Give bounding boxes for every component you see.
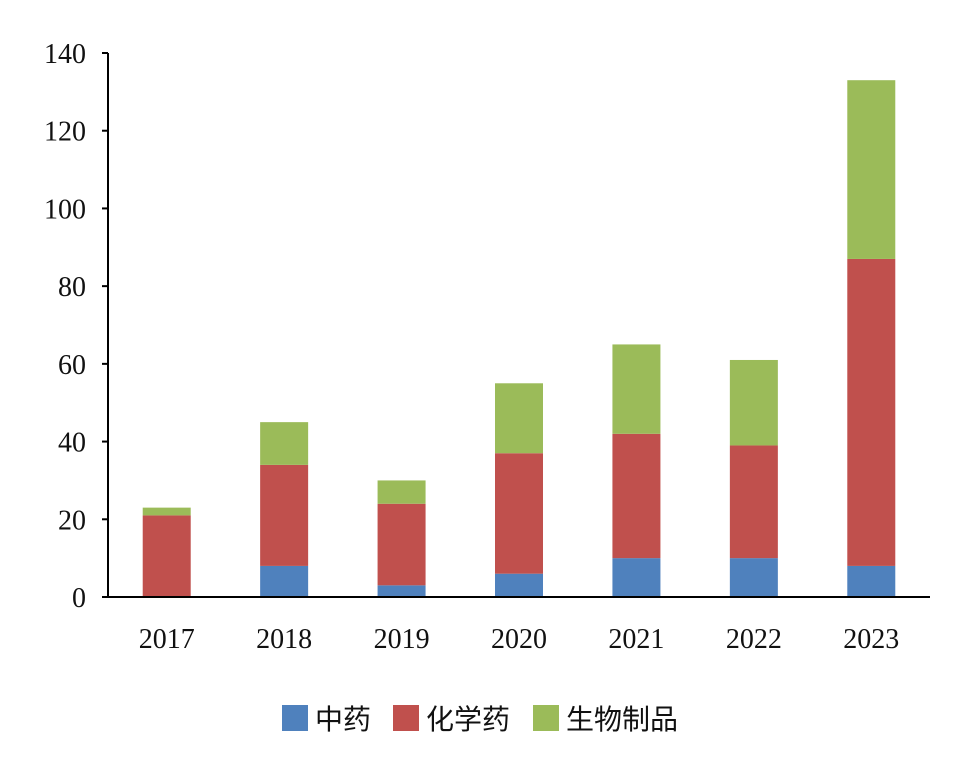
bar-segment-2019-s2 — [377, 480, 426, 504]
axes-group — [107, 53, 930, 598]
legend-label: 生物制品 — [566, 703, 678, 736]
legend-swatch — [393, 705, 419, 731]
bar-segment-2022-s2 — [729, 359, 778, 446]
bar-segment-2017-s1 — [142, 515, 191, 597]
y-tick-label: 0 — [72, 583, 86, 614]
bar-segment-2017-s2 — [142, 507, 191, 516]
x-tick-label: 2023 — [843, 624, 899, 655]
bar-segment-2021-s2 — [612, 344, 661, 434]
y-tick-label: 60 — [58, 350, 86, 381]
bar-segment-2020-s1 — [495, 453, 543, 574]
legend-swatch — [282, 705, 308, 731]
x-tick-label: 2020 — [491, 624, 547, 655]
bar-segment-2021-s0 — [612, 558, 661, 597]
y-tick-label: 80 — [58, 272, 86, 303]
bar-segment-2018-s2 — [260, 422, 309, 465]
bar-segment-2019-s0 — [377, 585, 426, 597]
legend-label: 化学药 — [426, 703, 510, 736]
bar-segment-2020-s2 — [495, 383, 543, 454]
bar-segment-2023-s2 — [847, 80, 896, 259]
bar-segment-2021-s1 — [612, 433, 661, 559]
x-tick-labels: 2017 2018 2019 2020 2021 2022 2023 — [139, 624, 900, 655]
bar-segment-2018-s1 — [260, 464, 309, 566]
bars-group — [142, 80, 896, 597]
y-tick-label: 100 — [44, 194, 86, 225]
y-tick-label: 20 — [58, 505, 86, 536]
bar-segment-2022-s1 — [729, 445, 778, 559]
x-tick-label: 2022 — [726, 624, 782, 655]
x-tick-label: 2017 — [139, 624, 195, 655]
bar-segment-2020-s0 — [495, 573, 543, 597]
x-tick-label: 2018 — [256, 624, 312, 655]
legend-label: 中药 — [315, 703, 371, 736]
bar-segment-2019-s1 — [377, 503, 426, 586]
bar-segment-2018-s0 — [260, 565, 309, 597]
legend-swatch — [533, 705, 559, 731]
bar-segment-2022-s0 — [729, 558, 778, 597]
bar-segment-2023-s1 — [847, 258, 896, 566]
bar-segment-2023-s0 — [847, 565, 896, 597]
y-tick-labels: 0 20 40 60 80 100 120 140 — [44, 39, 108, 614]
x-tick-label: 2021 — [608, 624, 664, 655]
y-tick-label: 140 — [44, 39, 86, 70]
legend: 中药 化学药 生物制品 — [282, 703, 678, 736]
y-tick-label: 40 — [58, 428, 86, 459]
y-tick-label: 120 — [44, 117, 86, 148]
x-tick-label: 2019 — [374, 624, 430, 655]
